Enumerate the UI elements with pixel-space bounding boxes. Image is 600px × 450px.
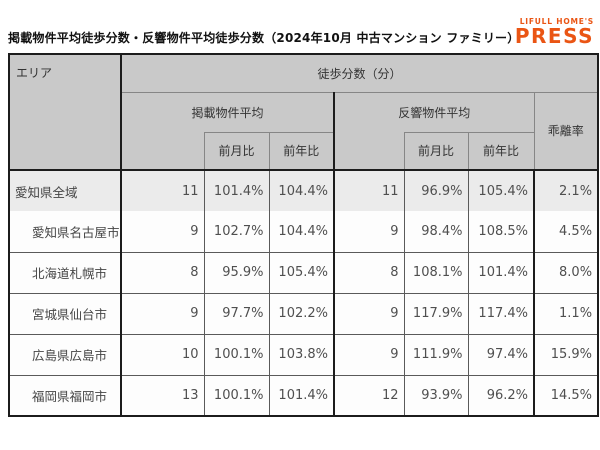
listed-yoy-cell: 104.4%	[268, 169, 335, 211]
table-row-nagoya: 愛知県名古屋市 9 102.7% 104.4% 9 98.4% 108.5% 4…	[8, 211, 599, 253]
deviation-header: 乖離率	[533, 91, 599, 171]
page-title: 掲載物件平均徒歩分数・反響物件平均徒歩分数（2024年10月 中古マンション フ…	[8, 31, 520, 45]
listed-avg-cell: 11	[120, 169, 205, 211]
response-mom-cell: 98.4%	[403, 211, 469, 253]
listed-yoy-cell: 101.4%	[268, 374, 335, 417]
table-row-hiroshima: 広島県広島市 10 100.1% 103.8% 9 111.9% 97.4% 1…	[8, 333, 599, 376]
listed-avg-spacer-cell	[120, 132, 205, 171]
response-avg-spacer-cell	[333, 132, 405, 171]
listed-avg-cell: 13	[120, 374, 205, 417]
listed-yoy-cell: 102.2%	[268, 292, 335, 335]
area-cell: 北海道札幌市	[8, 251, 122, 294]
response-yoy-header: 前年比	[467, 131, 535, 171]
walk-minutes-header: 徒歩分数（分）	[120, 53, 599, 93]
listed-avg-cell: 9	[120, 211, 205, 253]
listed-avg-cell: 10	[120, 333, 205, 376]
table-row-fukuoka: 福岡県福岡市 13 100.1% 101.4% 12 93.9% 96.2% 1…	[8, 374, 599, 417]
area-cell: 愛知県名古屋市	[8, 211, 122, 253]
deviation-cell: 4.5%	[532, 211, 599, 253]
listed-group-header: 掲載物件平均	[120, 91, 335, 132]
lifull-homes-press-logo: LIFULL HOME'S PRESS	[514, 16, 594, 48]
deviation-cell: 1.1%	[532, 292, 599, 335]
response-mom-cell: 117.9%	[403, 292, 469, 335]
response-yoy-cell: 108.5%	[467, 211, 535, 253]
response-yoy-cell: 117.4%	[467, 292, 535, 335]
response-mom-cell: 111.9%	[403, 333, 469, 376]
response-group-header: 反響物件平均	[333, 91, 535, 132]
response-yoy-cell: 96.2%	[467, 374, 535, 417]
listed-avg-cell: 9	[120, 292, 205, 335]
listed-mom-cell: 101.4%	[203, 169, 270, 211]
listed-avg-cell: 8	[120, 251, 205, 294]
deviation-cell: 2.1%	[532, 169, 599, 211]
response-mom-cell: 96.9%	[403, 169, 469, 211]
listed-mom-cell: 100.1%	[203, 333, 270, 376]
response-avg-cell: 9	[333, 292, 405, 335]
listed-yoy-cell: 103.8%	[268, 333, 335, 376]
deviation-cell: 14.5%	[532, 374, 599, 417]
response-yoy-cell: 101.4%	[467, 251, 535, 294]
area-column-header: エリア	[8, 53, 122, 171]
table-row-aichi-total: 愛知県全域 11 101.4% 104.4% 11 96.9% 105.4% 2…	[8, 169, 599, 211]
table-row-sapporo: 北海道札幌市 8 95.9% 105.4% 8 108.1% 101.4% 8.…	[8, 251, 599, 294]
deviation-cell: 15.9%	[532, 333, 599, 376]
response-yoy-cell: 97.4%	[467, 333, 535, 376]
response-mom-header: 前月比	[403, 131, 469, 171]
listed-mom-cell: 100.1%	[203, 374, 270, 417]
figure-header: 掲載物件平均徒歩分数・反響物件平均徒歩分数（2024年10月 中古マンション フ…	[0, 0, 600, 47]
table-row-sendai: 宮城県仙台市 9 97.7% 102.2% 9 117.9% 117.4% 1.…	[8, 292, 599, 335]
listed-mom-cell: 102.7%	[203, 211, 270, 253]
logo-press-text: PRESS	[514, 24, 594, 48]
listed-yoy-cell: 105.4%	[268, 251, 335, 294]
response-mom-cell: 108.1%	[403, 251, 469, 294]
listed-mom-cell: 95.9%	[203, 251, 270, 294]
response-avg-cell: 9	[333, 211, 405, 253]
response-avg-cell: 8	[333, 251, 405, 294]
area-cell: 福岡県福岡市	[8, 374, 122, 417]
response-avg-cell: 11	[333, 169, 405, 211]
listed-mom-cell: 97.7%	[203, 292, 270, 335]
response-avg-cell: 12	[333, 374, 405, 417]
response-yoy-cell: 105.4%	[467, 169, 535, 211]
area-cell: 広島県広島市	[8, 333, 122, 376]
response-avg-cell: 9	[333, 333, 405, 376]
deviation-cell: 8.0%	[532, 251, 599, 294]
listed-yoy-header: 前年比	[268, 131, 335, 171]
listed-yoy-cell: 104.4%	[268, 211, 335, 253]
walk-minutes-table: エリア 徒歩分数（分） 掲載物件平均 反響物件平均 乖離率 前月比 前年比 前月…	[8, 53, 600, 417]
area-cell: 宮城県仙台市	[8, 292, 122, 335]
area-cell: 愛知県全域	[8, 169, 122, 211]
response-mom-cell: 93.9%	[403, 374, 469, 417]
listed-mom-header: 前月比	[203, 131, 270, 171]
logo-lifull-homes-text: LIFULL HOME'S	[519, 16, 594, 26]
